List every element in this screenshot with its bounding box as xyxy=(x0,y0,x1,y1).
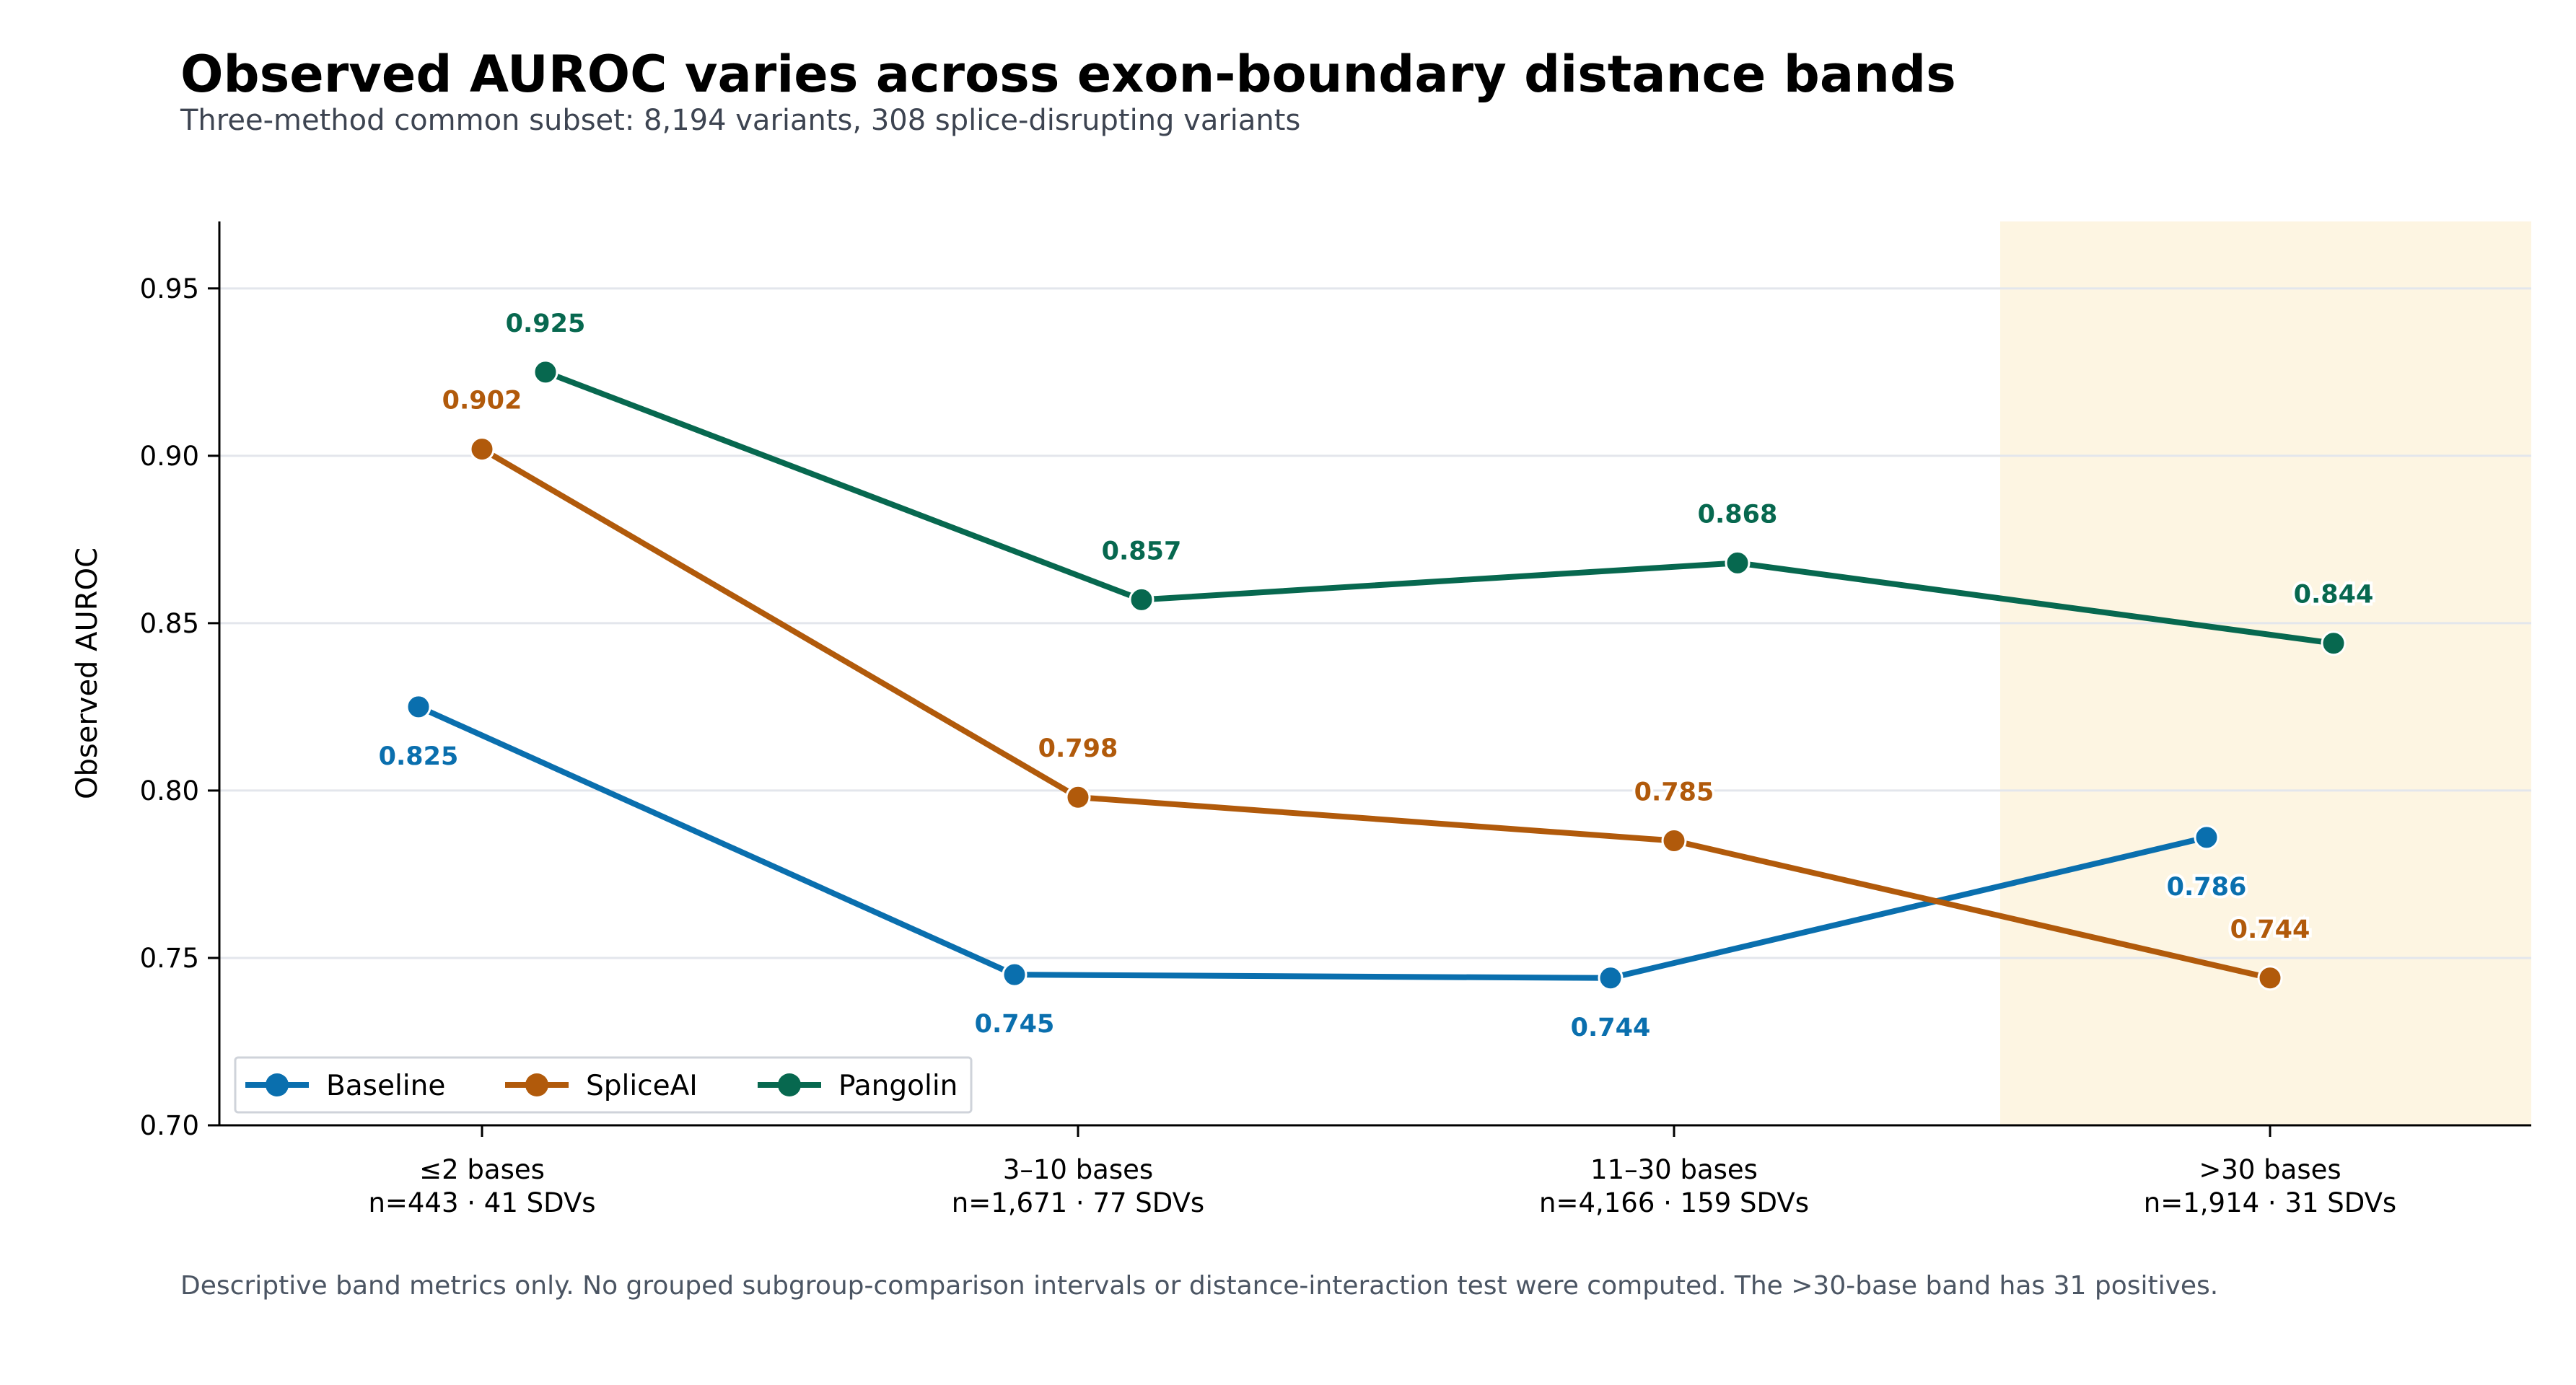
data-label-baseline: 0.745 xyxy=(975,1010,1055,1039)
x-tick-label: 3–10 bases xyxy=(1003,1154,1153,1185)
data-label-pangolin: 0.844 xyxy=(2294,581,2374,610)
data-label-pangolin: 0.857 xyxy=(1102,537,1182,566)
series-line-spliceai xyxy=(479,446,2273,981)
data-label-spliceai: 0.902 xyxy=(442,387,522,416)
legend-marker xyxy=(266,1073,289,1096)
legend-label: SpliceAI xyxy=(586,1070,698,1102)
data-point-baseline xyxy=(2194,825,2220,850)
legend-label: Pangolin xyxy=(838,1070,958,1102)
data-label-pangolin: 0.868 xyxy=(1698,500,1778,529)
x-tick-sublabel: n=443 · 41 SDVs xyxy=(368,1187,595,1218)
data-point-baseline xyxy=(1598,965,1624,991)
y-tick-label: 0.70 xyxy=(140,1110,199,1141)
legend-box xyxy=(234,1056,973,1114)
legend-marker xyxy=(525,1073,548,1096)
x-tick-label: 11–30 bases xyxy=(1590,1154,1758,1185)
chart-footnote: Descriptive band metrics only. No groupe… xyxy=(180,1271,2219,1301)
y-tick-label: 0.90 xyxy=(140,441,199,472)
x-tick-sublabel: n=4,166 · 159 SDVs xyxy=(1539,1187,1809,1218)
y-tick-label: 0.80 xyxy=(140,775,199,806)
data-label-baseline: 0.786 xyxy=(2167,873,2247,902)
x-tick-label: >30 bases xyxy=(2199,1154,2341,1185)
legend-marker xyxy=(778,1073,801,1096)
x-tick-sublabel: n=1,914 · 31 SDVs xyxy=(2144,1187,2396,1218)
data-point-baseline xyxy=(406,694,431,720)
y-axis-label: Observed AUROC xyxy=(71,548,104,799)
chart-subtitle: Three-method common subset: 8,194 varian… xyxy=(180,104,1301,137)
data-point-pangolin xyxy=(1725,550,1751,576)
data-label-pangolin: 0.925 xyxy=(506,309,586,338)
y-tick-label: 0.85 xyxy=(140,608,199,639)
data-point-spliceai xyxy=(1065,784,1091,810)
x-tick-label: ≤2 bases xyxy=(419,1154,545,1185)
data-label-baseline: 0.825 xyxy=(379,742,459,771)
y-tick-label: 0.75 xyxy=(140,943,199,974)
data-point-pangolin xyxy=(2321,630,2347,656)
data-point-baseline xyxy=(1002,962,1028,988)
series-line-pangolin xyxy=(543,369,2336,646)
data-label-spliceai: 0.744 xyxy=(2230,915,2310,944)
series-line-baseline xyxy=(416,703,2209,981)
x-tick-sublabel: n=1,671 · 77 SDVs xyxy=(952,1187,1204,1218)
legend-label: Baseline xyxy=(326,1070,445,1102)
data-point-pangolin xyxy=(1129,586,1155,612)
data-label-spliceai: 0.798 xyxy=(1038,734,1118,763)
data-point-pangolin xyxy=(533,359,558,385)
data-label-baseline: 0.744 xyxy=(1571,1014,1651,1042)
y-tick-label: 0.95 xyxy=(140,273,199,304)
chart-title: Observed AUROC varies across exon-bounda… xyxy=(180,45,1956,104)
data-label-spliceai: 0.785 xyxy=(1634,778,1714,807)
data-point-spliceai xyxy=(2257,965,2283,991)
data-point-spliceai xyxy=(1661,828,1687,854)
data-point-spliceai xyxy=(469,436,495,462)
